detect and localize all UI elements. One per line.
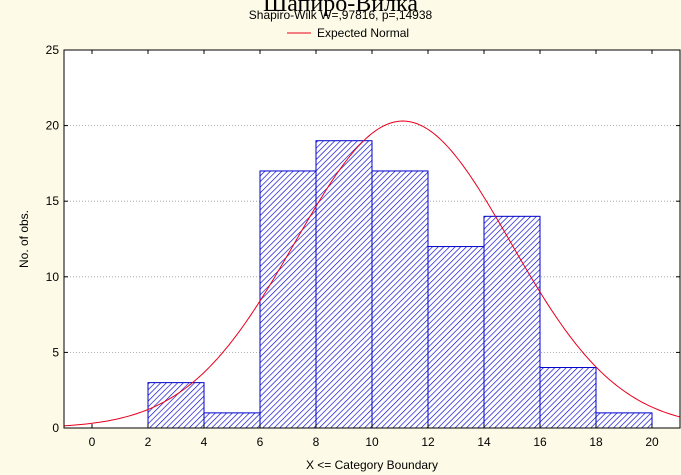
y-tick-label: 15 xyxy=(46,194,60,208)
y-tick-label: 10 xyxy=(46,270,60,284)
y-tick-label: 25 xyxy=(46,43,60,57)
x-tick-label: 4 xyxy=(201,435,208,449)
x-tick-label: 12 xyxy=(421,435,435,449)
x-tick-label: 16 xyxy=(533,435,547,449)
chart-title: Шапиро-Вилка xyxy=(262,0,418,17)
histogram-bars xyxy=(147,140,653,429)
histogram-bar xyxy=(203,412,261,429)
y-axis-label: No. of obs. xyxy=(17,210,31,268)
histogram-bar xyxy=(427,246,485,429)
histogram-bar xyxy=(595,412,653,429)
histogram-bar xyxy=(371,170,429,429)
x-axis-label: X <= Category Boundary xyxy=(306,458,438,472)
gridlines xyxy=(64,125,680,353)
y-tick-label: 0 xyxy=(52,421,59,435)
x-tick-label: 2 xyxy=(145,435,152,449)
chart-subtitle: Shapiro-Wilk W=,97816, p=,14938 xyxy=(248,8,433,22)
x-tick-label: 20 xyxy=(645,435,659,449)
x-tick-label: 10 xyxy=(365,435,379,449)
y-axis-ticks: 0 5 10 15 20 25 xyxy=(46,43,680,435)
x-tick-label: 8 xyxy=(313,435,320,449)
histogram-bar xyxy=(259,170,317,429)
histogram-bar xyxy=(483,215,541,429)
x-tick-label: 18 xyxy=(589,435,603,449)
histogram-bar xyxy=(539,367,597,429)
x-tick-label: 0 xyxy=(89,435,96,449)
expected-normal-curve xyxy=(63,120,681,427)
legend: Expected Normal xyxy=(287,26,409,40)
x-tick-label: 14 xyxy=(477,435,491,449)
legend-label: Expected Normal xyxy=(317,26,409,40)
x-axis-ticks: 0 2 4 6 8 10 12 14 16 18 20 xyxy=(89,50,659,449)
y-tick-label: 5 xyxy=(52,345,59,359)
x-tick-label: 6 xyxy=(257,435,264,449)
histogram-bar xyxy=(315,140,373,429)
y-tick-label: 20 xyxy=(46,119,60,133)
